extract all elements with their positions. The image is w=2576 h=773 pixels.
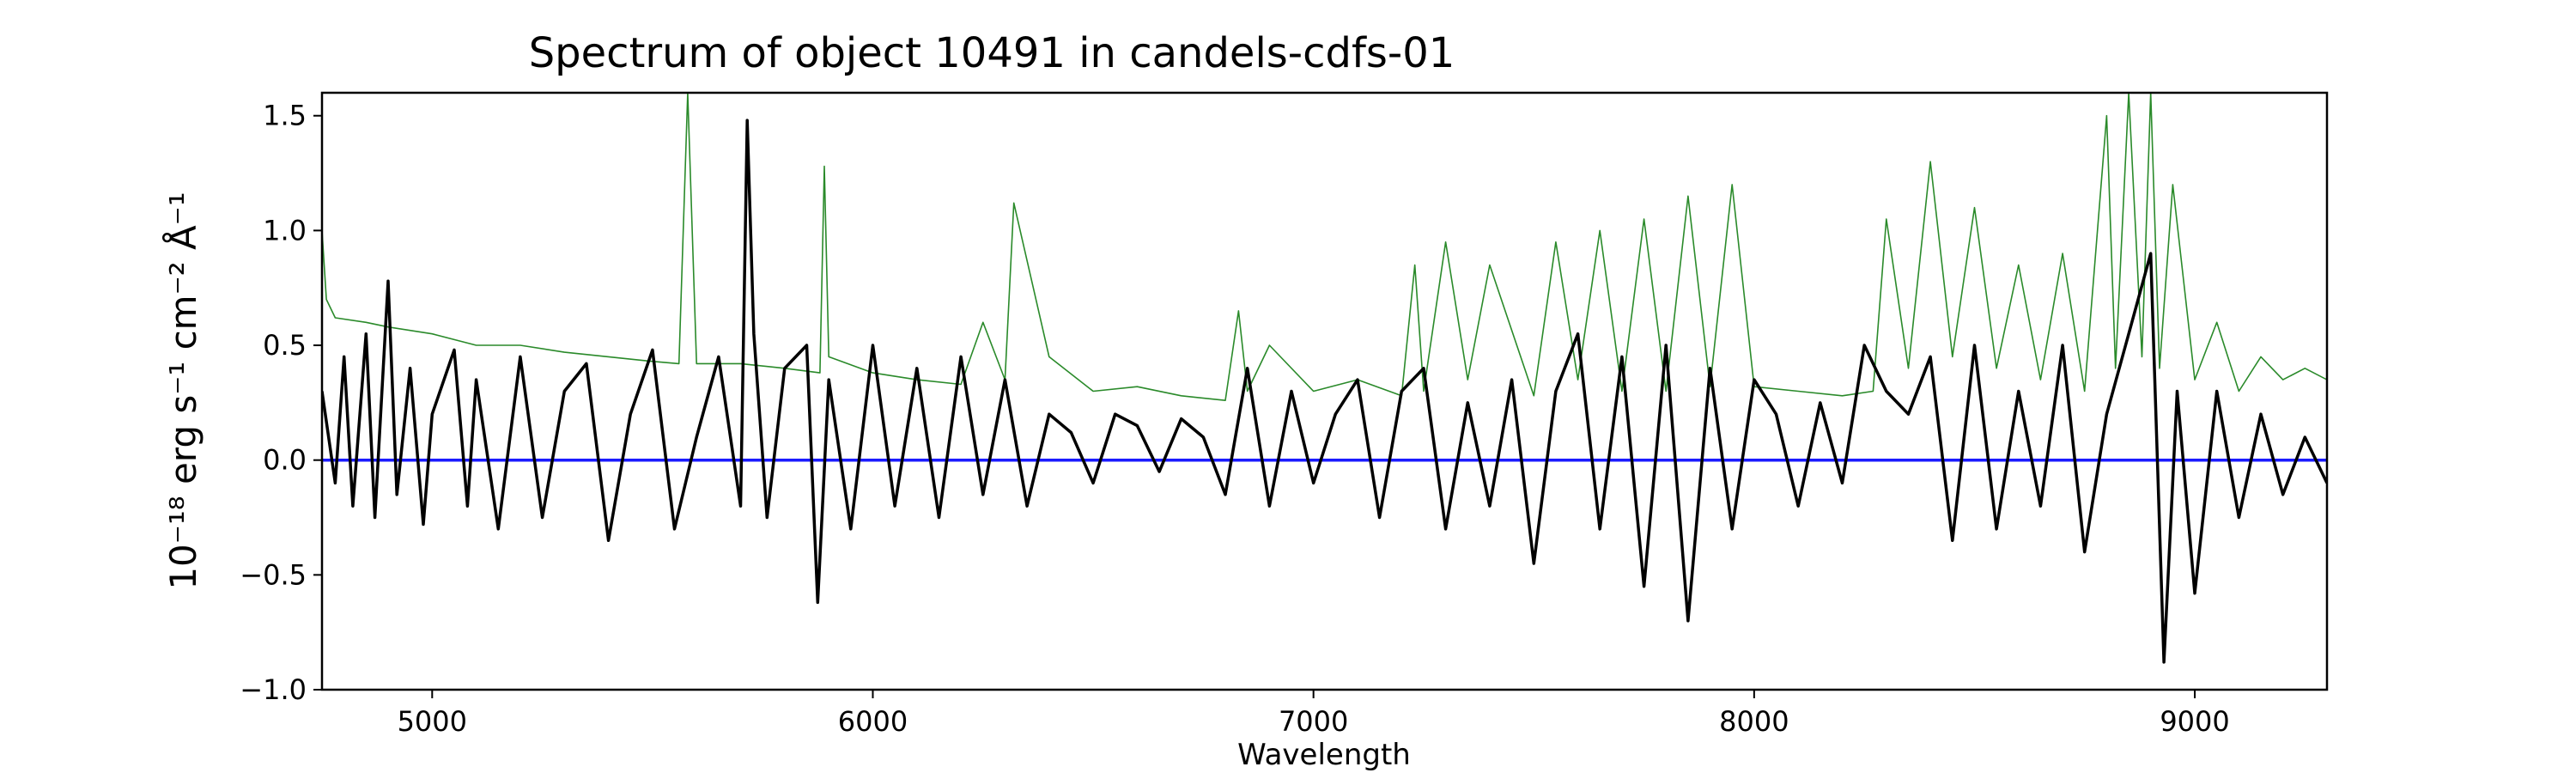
chart-title: Spectrum of object 10491 in candels-cdfs… <box>529 29 1455 77</box>
y-tick-label: 0.0 <box>263 444 307 477</box>
y-tick-label: −0.5 <box>240 558 307 591</box>
x-tick-label: 7000 <box>1279 705 1348 738</box>
x-axis: 5000 6000 7000 8000 9000 <box>398 690 2230 738</box>
y-tick-label: 0.5 <box>263 329 307 362</box>
x-tick-label: 8000 <box>1719 705 1789 738</box>
x-tick-label: 9000 <box>2160 705 2229 738</box>
y-axis: −1.0 −0.5 0.0 0.5 1.0 1.5 <box>240 100 322 706</box>
y-tick-label: −1.0 <box>240 673 307 706</box>
x-tick-label: 6000 <box>838 705 908 738</box>
x-axis-label: Wavelength <box>1237 738 1411 772</box>
x-tick-label: 5000 <box>398 705 467 738</box>
plot-area <box>322 93 2327 664</box>
y-tick-label: 1.5 <box>263 100 307 132</box>
y-tick-label: 1.0 <box>263 214 307 247</box>
series-line-flux <box>322 119 2327 664</box>
plot-frame <box>320 91 2329 691</box>
y-axis-label: 10⁻¹⁸ erg s⁻¹ cm⁻² Å⁻¹ <box>161 192 204 589</box>
series-line-error <box>322 93 2327 402</box>
